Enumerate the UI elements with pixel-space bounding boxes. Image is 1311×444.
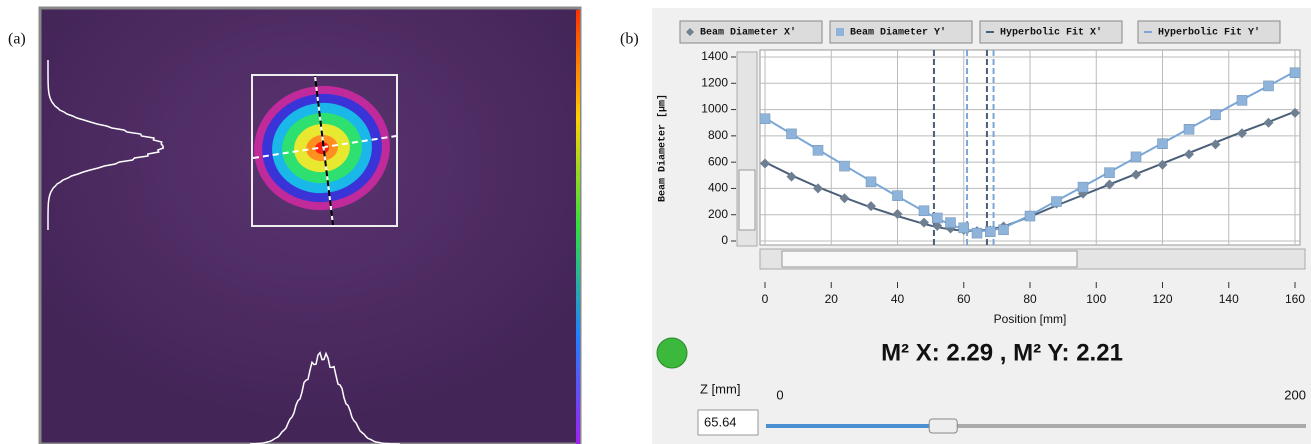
y-axis-label: Beam Diameter [μm] [657,94,669,202]
y-tick-label: 1000 [701,102,728,116]
legend-label: Beam Diameter Y' [850,27,946,39]
x-tick-label: 140 [1219,292,1239,306]
z-input-value[interactable]: 65.64 [704,414,737,429]
legend: Beam Diameter X' Beam Diameter Y' Hyperbol… [680,21,1280,43]
m2-result: M² X: 2.29 , M² Y: 2.21 [881,339,1123,366]
scroll-thumb[interactable] [782,251,1077,267]
data-point [999,225,1009,235]
x-tick-label: 120 [1152,292,1172,306]
x-tick-label: 160 [1285,292,1305,306]
data-point [959,223,969,233]
data-point [1237,95,1247,105]
data-point [1264,81,1274,91]
y-tick-label: 1200 [701,75,728,89]
slider-min: 0 [776,387,783,402]
data-point [813,145,823,155]
panel-label: (b) [620,31,639,48]
x-tick-label: 40 [891,292,905,306]
data-point [787,129,797,139]
data-point [932,213,942,223]
data-point [1211,110,1221,120]
page: (a) (b) Beam Diameter X' Beam Diameter Y'… [0,0,1311,444]
data-point [1025,211,1035,221]
legend-swatch [836,28,844,36]
data-point [1158,139,1168,149]
data-point [866,177,876,187]
x-tick-label: 80 [1023,292,1037,306]
x-tick-label: 100 [1086,292,1106,306]
panel-label: (a) [8,31,26,48]
data-point [1078,182,1088,192]
y-tick-label: 0 [721,233,728,247]
data-point [840,161,850,171]
status-indicator [657,338,687,368]
data-point [1290,68,1300,78]
legend-label: Beam Diameter X' [700,27,796,39]
legend-label: Hyperbolic Fit Y' [1158,27,1260,39]
data-point [760,114,770,124]
y-tick-label: 800 [708,128,728,142]
y-tick-label: 400 [708,181,728,195]
y-tick-label: 200 [708,207,728,221]
data-point [919,206,929,216]
data-point [1184,124,1194,134]
y-tick-label: 600 [708,154,728,168]
color-scale [576,10,580,444]
y-tick-label: 1400 [701,49,728,63]
data-point [1105,168,1115,178]
slider-thumb[interactable] [929,419,957,433]
data-point [1131,152,1141,162]
data-point [985,227,995,237]
legend-label: Hyperbolic Fit X' [1000,27,1102,39]
x-tick-label: 0 [762,292,769,306]
slider-max: 200 [1284,387,1306,402]
x-axis-label: Position [mm] [994,312,1067,326]
data-point [893,191,903,201]
slider-label: Z [mm] [700,381,740,396]
data-point [946,218,956,228]
figure: (a) (b) Beam Diameter X' Beam Diameter Y'… [0,0,1311,444]
x-tick-label: 60 [957,292,971,306]
x-tick-label: 20 [825,292,839,306]
data-point [1052,197,1062,207]
scroll-thumb[interactable] [739,170,755,230]
data-point [972,228,982,238]
